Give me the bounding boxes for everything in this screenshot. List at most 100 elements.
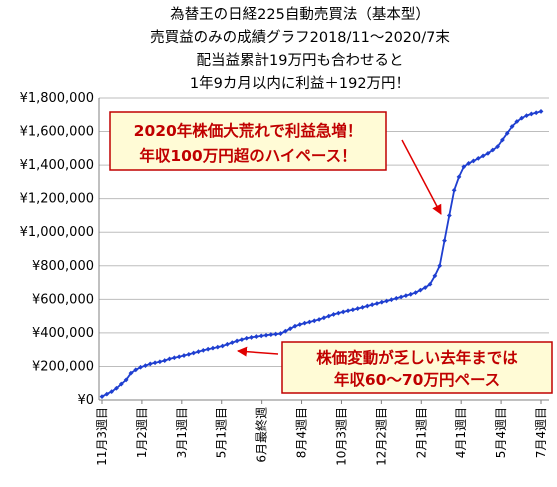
title-line-1: 為替王の日経225自動売買法（基本型） [170, 6, 430, 23]
title-line-2: 売買益のみの成績グラフ2018/11〜2020/7末 [150, 29, 450, 46]
x-tick-label: 10月3週目 [334, 407, 348, 466]
data-point [393, 295, 399, 301]
data-point [442, 238, 447, 244]
data-point [379, 299, 385, 305]
data-point [249, 335, 254, 340]
data-point [167, 356, 172, 362]
data-point [287, 326, 293, 332]
data-point [475, 156, 481, 161]
data-point [360, 304, 365, 310]
x-tick-label: 7月4週目 [534, 407, 548, 458]
callout-lower: 株価変動が乏しい去年までは 年収60〜70万円ペース [237, 341, 553, 394]
title-line-4: 1年9カ月以内に利益＋192万円！ [190, 75, 410, 92]
data-point [278, 331, 283, 336]
x-tick-label: 3月1週目 [175, 407, 189, 458]
data-point [500, 137, 505, 143]
data-point [118, 381, 124, 387]
data-point [138, 364, 143, 370]
data-point [128, 370, 134, 376]
data-point [244, 335, 250, 341]
data-point [514, 119, 520, 124]
data-point [480, 153, 486, 159]
data-point [311, 318, 317, 324]
data-point [191, 350, 197, 356]
data-point [268, 332, 274, 337]
data-point [307, 319, 312, 325]
data-point [422, 285, 428, 290]
x-tick-label: 4月1週目 [454, 407, 468, 458]
data-point [389, 297, 394, 303]
data-point [504, 130, 510, 136]
x-tick-label: 8月4週目 [295, 407, 309, 458]
y-tick-label: ¥1,600,000 [20, 125, 94, 140]
data-point [398, 294, 404, 300]
data-point [490, 147, 496, 153]
data-point [350, 307, 356, 313]
x-tick-label: 11月3週目 [95, 407, 109, 466]
callout-upper-box [109, 111, 387, 171]
data-point [143, 363, 148, 369]
y-tick-label: ¥600,000 [32, 292, 94, 307]
data-point [253, 334, 259, 339]
data-point [364, 303, 370, 309]
callout-lower-line-1: 株価変動が乏しい去年までは [316, 348, 518, 367]
data-point [273, 331, 279, 337]
y-tick-label: ¥1,200,000 [20, 192, 94, 207]
data-point [509, 124, 515, 129]
y-tick-label: ¥0 [77, 393, 94, 408]
data-point [519, 115, 525, 121]
data-point [384, 298, 390, 304]
data-point [200, 347, 206, 353]
data-point [446, 213, 452, 218]
data-point [495, 144, 500, 150]
data-point [485, 150, 491, 156]
data-point [263, 332, 269, 338]
data-point [528, 111, 534, 117]
data-point [171, 355, 177, 361]
data-point [239, 337, 245, 342]
data-point [210, 345, 216, 351]
title-line-3: 配当益累計19万円も合わせると [197, 52, 404, 69]
data-point [374, 301, 380, 306]
data-point [331, 312, 336, 317]
data-point [215, 344, 221, 350]
callout-upper: 2020年株価大荒れで利益急増！ 年収100万円超のハイペース！ [109, 111, 442, 215]
data-point [345, 308, 351, 314]
series-line [99, 109, 544, 400]
data-point [181, 353, 187, 358]
data-point [321, 315, 327, 321]
data-point [456, 174, 462, 180]
data-point [417, 287, 423, 293]
y-tick-label: ¥1,800,000 [20, 91, 94, 106]
data-point [302, 320, 308, 326]
data-point [466, 161, 472, 166]
y-tick-label: ¥1,400,000 [20, 158, 94, 173]
data-point [326, 313, 332, 319]
data-point [220, 343, 226, 349]
x-tick-label: 6月最終週 [254, 407, 269, 463]
data-point [229, 340, 235, 346]
data-point [340, 309, 346, 315]
x-tick-label: 2月1週目 [414, 407, 428, 458]
data-point [461, 164, 467, 170]
data-point [152, 360, 158, 366]
data-point [99, 394, 105, 400]
data-point [413, 290, 418, 296]
data-point [109, 389, 115, 395]
data-point [114, 385, 119, 391]
data-point [186, 351, 192, 357]
callout-lower-line-2: 年収60〜70万円ペース [334, 370, 500, 389]
data-point [234, 338, 240, 344]
data-point [335, 310, 341, 316]
data-point [176, 354, 182, 360]
y-tick-label: ¥1,000,000 [20, 225, 94, 240]
data-point [162, 358, 168, 363]
y-tick-label: ¥400,000 [32, 326, 94, 341]
data-point [147, 361, 153, 367]
callout-upper-arrow [401, 139, 442, 215]
x-axis: 11月3週目 1月2週目 3月1週目 5月1週目 6月最終週 8月4週目 10月3週目 12月… [95, 399, 549, 466]
data-point [123, 377, 129, 383]
data-point [133, 367, 139, 373]
data-point [451, 187, 457, 193]
